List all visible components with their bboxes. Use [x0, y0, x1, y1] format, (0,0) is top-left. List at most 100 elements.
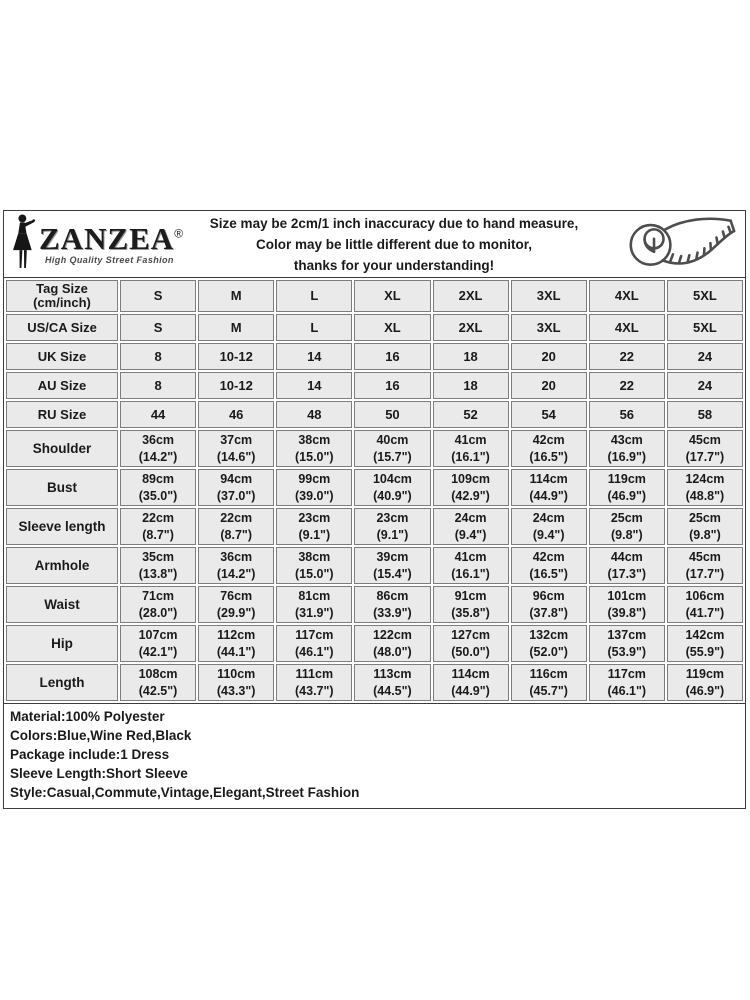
table-row: Length 108cm (42.5") 110cm (43.3") 111cm (43.7… — [6, 664, 743, 701]
table-cell: 44cm (17.3") — [588, 547, 665, 584]
table-cell: 113cm (44.5") — [354, 664, 431, 701]
brand-name: ZANZEA® — [39, 221, 185, 256]
size-table: Tag Size (cm/inch) S M L XL 2XL 3XL 4XL 5XL US/CA … — [4, 278, 745, 703]
row-label: Length — [6, 664, 118, 701]
table-cell: 20 — [510, 343, 587, 370]
table-cell: 58 — [666, 401, 743, 428]
table-cell: 24 — [666, 372, 743, 399]
table-cell: 111cm (43.7") — [276, 664, 353, 701]
table-cell: 4XL — [588, 280, 665, 312]
table-cell: 35cm (13.8") — [120, 547, 197, 584]
table-cell: 56 — [588, 401, 665, 428]
table-cell: 43cm (16.9") — [588, 430, 665, 467]
table-row: Hip 107cm (42.1") 112cm (44.1") 117cm (46.1") 1… — [6, 625, 743, 662]
measuring-tape-icon — [613, 213, 745, 275]
table-row: Waist 71cm (28.0") 76cm (29.9") 81cm (31.9") 86… — [6, 586, 743, 623]
table-cell: 22cm (8.7") — [198, 508, 275, 545]
table-cell: 36cm (14.2") — [198, 547, 275, 584]
table-cell: 3XL — [510, 314, 587, 341]
table-cell: 4XL — [588, 314, 665, 341]
table-cell: 110cm (43.3") — [198, 664, 275, 701]
table-cell: 38cm (15.0") — [276, 547, 353, 584]
table-cell: 39cm (15.4") — [354, 547, 431, 584]
table-cell: 124cm (48.8") — [666, 469, 743, 506]
table-cell: 89cm (35.0") — [120, 469, 197, 506]
table-cell: 50 — [354, 401, 431, 428]
table-row: RU Size 44 46 48 50 52 54 56 58 — [6, 401, 743, 428]
size-chart-sheet: ZANZEA® High Quality Street Fashion Size… — [3, 210, 746, 809]
brand-text-block: ZANZEA® High Quality Street Fashion — [39, 223, 184, 265]
table-cell: 8 — [120, 372, 197, 399]
table-cell: 5XL — [666, 280, 743, 312]
table-cell: 119cm (46.9") — [588, 469, 665, 506]
table-row: UK Size 8 10-12 14 16 18 20 22 24 — [6, 343, 743, 370]
table-cell: 41cm (16.1") — [432, 547, 509, 584]
brand-logo: ZANZEA® High Quality Street Fashion — [4, 213, 184, 276]
table-cell: 24cm (9.4") — [510, 508, 587, 545]
table-cell: 45cm (17.7") — [666, 547, 743, 584]
table-row: Sleeve length 22cm (8.7") 22cm (8.7") 23cm (9.… — [6, 508, 743, 545]
table-cell: 45cm (17.7") — [666, 430, 743, 467]
table-cell: 20 — [510, 372, 587, 399]
table-cell: 10-12 — [198, 343, 275, 370]
info-line-sleeve: Sleeve Length:Short Sleeve — [10, 766, 188, 781]
table-cell: 94cm (37.0") — [198, 469, 275, 506]
row-label: RU Size — [6, 401, 118, 428]
table-cell: 2XL — [432, 314, 509, 341]
table-cell: 114cm (44.9") — [510, 469, 587, 506]
fashion-figure-icon — [11, 213, 37, 276]
table-cell: 40cm (15.7") — [354, 430, 431, 467]
table-cell: 127cm (50.0") — [432, 625, 509, 662]
info-line-material: Material:100% Polyester — [10, 709, 165, 724]
disclaimer-line: Size may be 2cm/1 inch inaccuracy due to… — [209, 215, 579, 231]
disclaimer-line: thanks for your understanding! — [293, 257, 495, 273]
table-cell: 24 — [666, 343, 743, 370]
table-cell: 44 — [120, 401, 197, 428]
table-cell: 117cm (46.1") — [588, 664, 665, 701]
header: ZANZEA® High Quality Street Fashion Size… — [4, 211, 745, 278]
table-cell: XL — [354, 280, 431, 312]
table-cell: 14 — [276, 372, 353, 399]
table-cell: 42cm (16.5") — [510, 547, 587, 584]
table-cell: 24cm (9.4") — [432, 508, 509, 545]
table-row: US/CA Size S M L XL 2XL 3XL 4XL 5XL — [6, 314, 743, 341]
table-row: Tag Size (cm/inch) S M L XL 2XL 3XL 4XL 5XL — [6, 280, 743, 312]
registered-mark: ® — [174, 226, 185, 241]
table-cell: 48 — [276, 401, 353, 428]
table-cell: 106cm (41.7") — [666, 586, 743, 623]
table-cell: 116cm (45.7") — [510, 664, 587, 701]
table-cell: 132cm (52.0") — [510, 625, 587, 662]
info-line-style: Style:Casual,Commute,Vintage,Elegant,Str… — [10, 785, 360, 800]
table-cell: 46 — [198, 401, 275, 428]
table-cell: 142cm (55.9") — [666, 625, 743, 662]
measure-disclaimer: Size may be 2cm/1 inch inaccuracy due to… — [181, 213, 613, 276]
table-cell: 114cm (44.9") — [432, 664, 509, 701]
table-cell: 86cm (33.9") — [354, 586, 431, 623]
product-info: Material:100% Polyester Colors:Blue,Wine… — [4, 703, 745, 808]
table-cell: 117cm (46.1") — [276, 625, 353, 662]
table-cell: 119cm (46.9") — [666, 664, 743, 701]
row-label: Bust — [6, 469, 118, 506]
table-cell: 18 — [432, 372, 509, 399]
row-label: Sleeve length — [6, 508, 118, 545]
table-cell: 36cm (14.2") — [120, 430, 197, 467]
table-cell: 25cm (9.8") — [588, 508, 665, 545]
table-cell: 22 — [588, 372, 665, 399]
table-cell: 137cm (53.9") — [588, 625, 665, 662]
table-cell: L — [276, 314, 353, 341]
table-cell: 16 — [354, 343, 431, 370]
row-label: Armhole — [6, 547, 118, 584]
row-label: Waist — [6, 586, 118, 623]
table-cell: L — [276, 280, 353, 312]
row-label: UK Size — [6, 343, 118, 370]
table-cell: 2XL — [432, 280, 509, 312]
table-cell: 101cm (39.8") — [588, 586, 665, 623]
row-label: Shoulder — [6, 430, 118, 467]
table-cell: 42cm (16.5") — [510, 430, 587, 467]
table-cell: 81cm (31.9") — [276, 586, 353, 623]
row-label: Tag Size (cm/inch) — [6, 280, 118, 312]
row-label: Hip — [6, 625, 118, 662]
disclaimer-line: Color may be little different due to mon… — [255, 236, 533, 252]
table-cell: 41cm (16.1") — [432, 430, 509, 467]
table-cell: 23cm (9.1") — [354, 508, 431, 545]
